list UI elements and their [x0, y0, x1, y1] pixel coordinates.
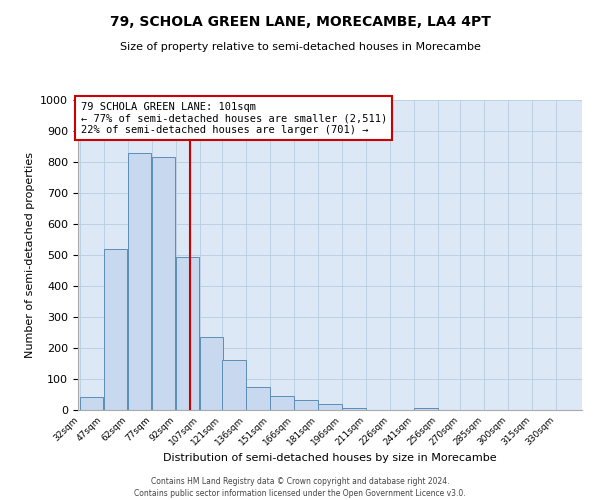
Bar: [342, 408, 366, 410]
X-axis label: Distribution of semi-detached houses by size in Morecambe: Distribution of semi-detached houses by …: [163, 452, 497, 462]
Text: Contains HM Land Registry data © Crown copyright and database right 2024.: Contains HM Land Registry data © Crown c…: [151, 478, 449, 486]
Text: Size of property relative to semi-detached houses in Morecambe: Size of property relative to semi-detach…: [119, 42, 481, 52]
Text: Contains public sector information licensed under the Open Government Licence v3: Contains public sector information licen…: [134, 489, 466, 498]
Bar: [80, 396, 103, 410]
Bar: [414, 408, 438, 410]
Y-axis label: Number of semi-detached properties: Number of semi-detached properties: [25, 152, 35, 358]
Bar: [246, 387, 270, 410]
Bar: [200, 337, 223, 410]
Bar: [318, 404, 342, 410]
Bar: [222, 360, 246, 410]
Bar: [294, 400, 318, 410]
Bar: [176, 257, 199, 410]
Bar: [152, 158, 175, 410]
Bar: [104, 249, 127, 410]
Bar: [270, 396, 294, 410]
Text: 79, SCHOLA GREEN LANE, MORECAMBE, LA4 4PT: 79, SCHOLA GREEN LANE, MORECAMBE, LA4 4P…: [110, 15, 490, 29]
Text: 79 SCHOLA GREEN LANE: 101sqm
← 77% of semi-detached houses are smaller (2,511)
2: 79 SCHOLA GREEN LANE: 101sqm ← 77% of se…: [80, 102, 387, 134]
Bar: [128, 152, 151, 410]
